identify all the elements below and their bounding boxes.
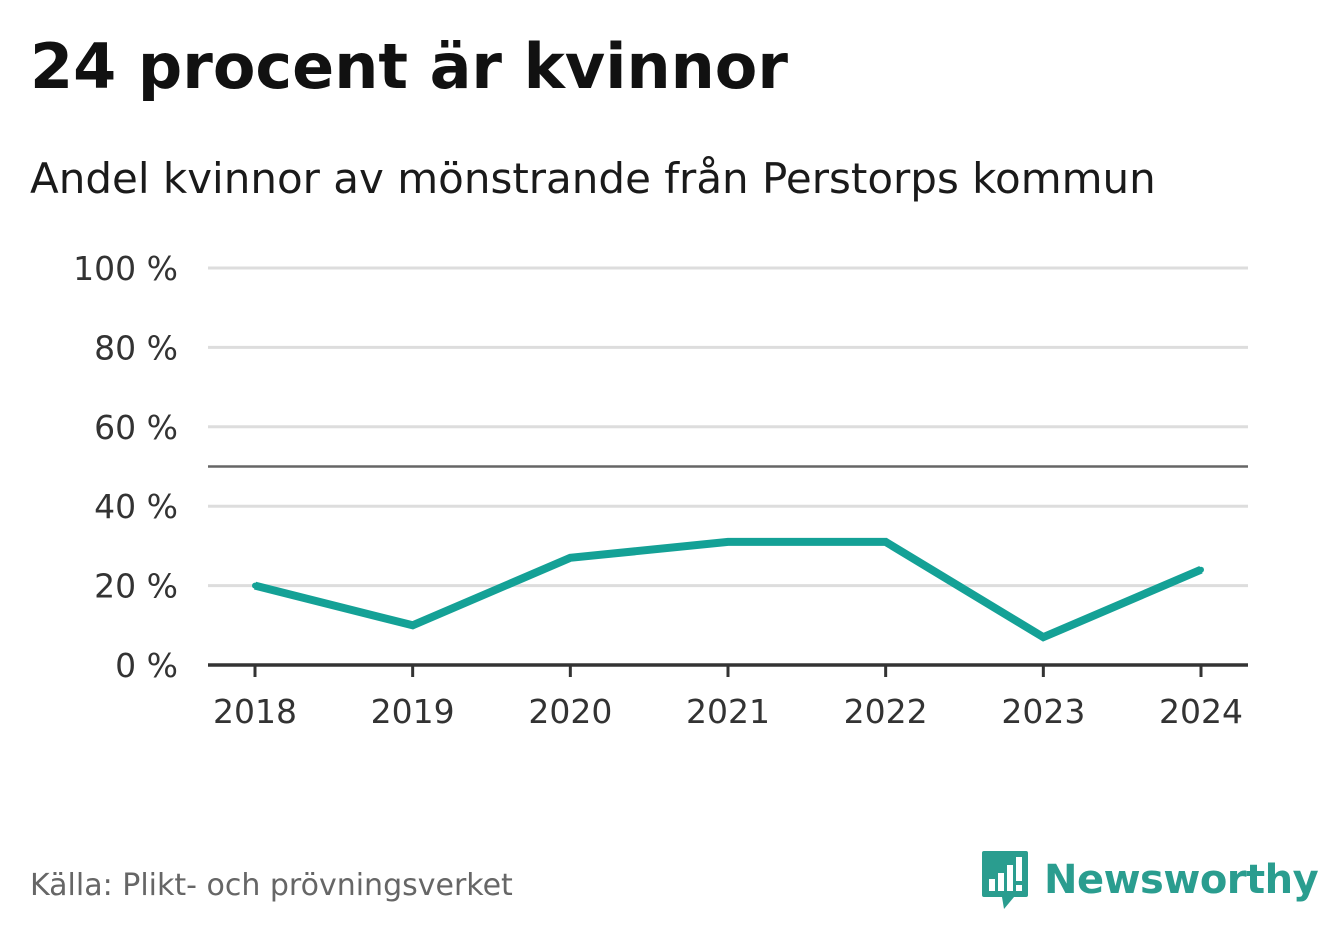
- x-tick-label: 2018: [213, 692, 297, 731]
- data-point: [409, 622, 416, 629]
- line-chart: 0 % 20 % 40 % 60 % 80 % 100 % 2018 2019 2020 2021…: [73, 249, 1248, 731]
- y-tick-label: 20 %: [94, 567, 178, 606]
- data-point: [882, 538, 889, 545]
- brand-logo: Newsworthy: [980, 848, 1319, 912]
- data-point: [567, 554, 574, 561]
- x-tick-label: 2023: [1001, 692, 1085, 731]
- data-point: [1040, 634, 1047, 641]
- y-tick-label: 100 %: [73, 249, 178, 288]
- x-tick-label: 2019: [371, 692, 455, 731]
- y-tick-label: 40 %: [94, 487, 178, 526]
- source-note: Källa: Plikt- och prövningsverket: [30, 868, 513, 903]
- brand-name: Newsworthy: [1044, 857, 1319, 903]
- y-tick-label: 80 %: [94, 328, 178, 367]
- bar-chart-speech-bubble-icon: [982, 851, 1028, 909]
- x-tick-label: 2024: [1159, 692, 1243, 731]
- y-tick-label: 0 %: [115, 646, 178, 685]
- chart-title: 24 procent är kvinnor: [30, 30, 788, 103]
- data-point: [1198, 566, 1204, 573]
- x-tick-label: 2020: [528, 692, 612, 731]
- x-tick-label: 2021: [686, 692, 770, 731]
- data-point: [252, 582, 258, 589]
- chart-subtitle: Andel kvinnor av mönstrande från Perstor…: [30, 154, 1156, 203]
- series-line: [254, 537, 1203, 642]
- x-tick-label: 2022: [844, 692, 928, 731]
- y-tick-label: 60 %: [94, 408, 178, 447]
- data-point: [725, 538, 731, 545]
